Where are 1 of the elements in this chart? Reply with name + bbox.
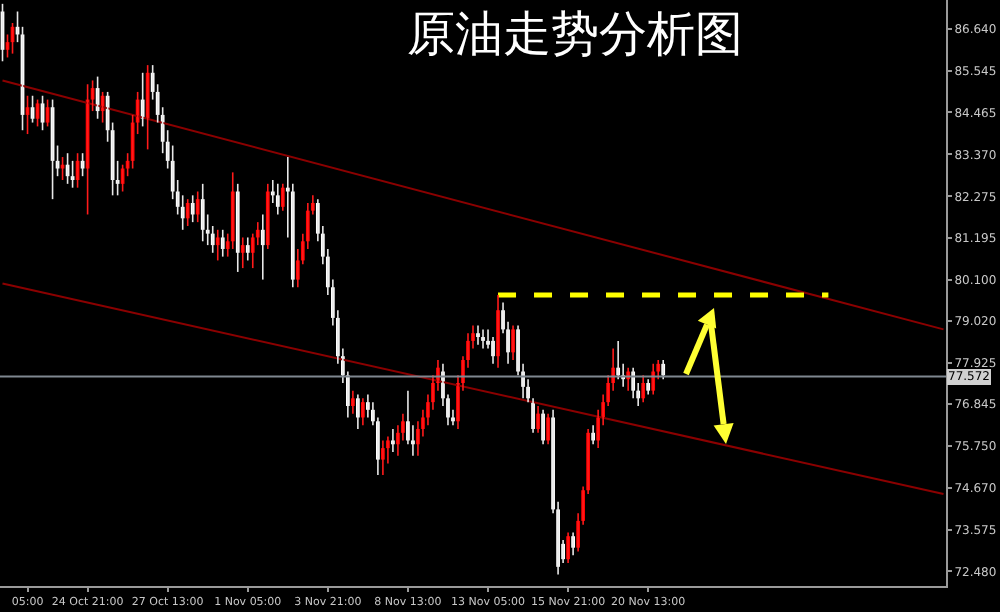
chart-title: 原油走势分析图: [407, 6, 743, 63]
